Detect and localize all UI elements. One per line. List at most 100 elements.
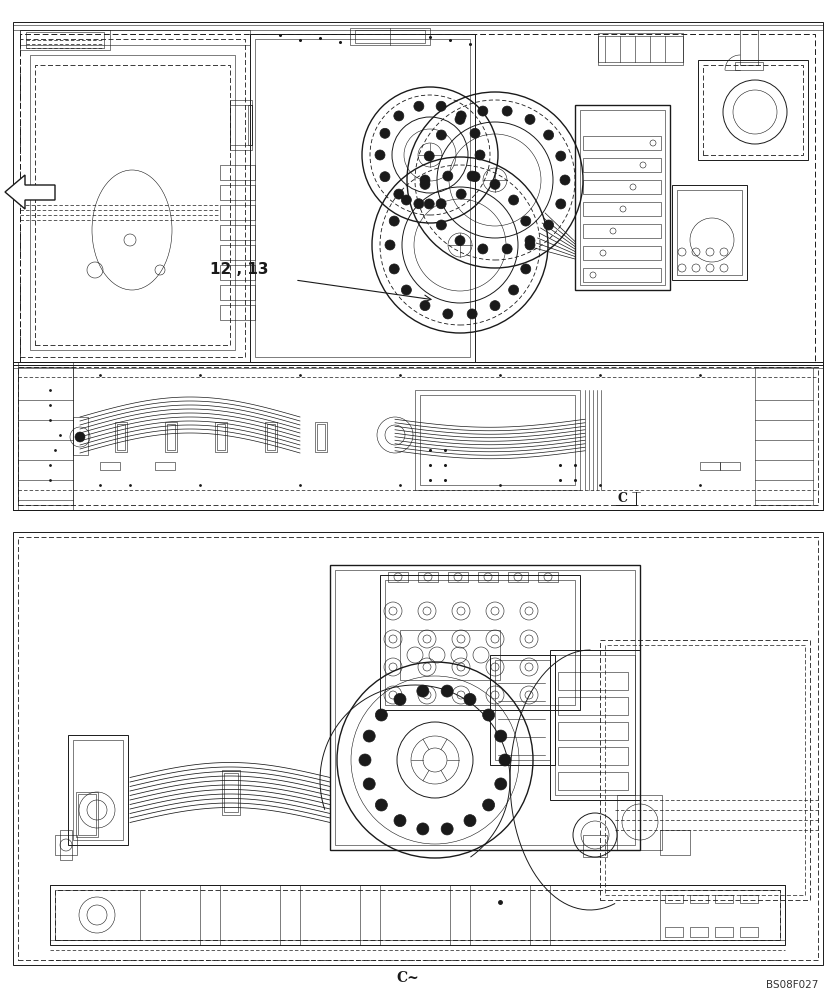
Bar	[18, 367, 818, 505]
Circle shape	[443, 171, 453, 181]
Bar	[335, 570, 635, 845]
Bar	[217, 424, 225, 450]
Bar	[558, 697, 628, 715]
Bar	[76, 792, 98, 837]
Bar	[280, 885, 300, 945]
Circle shape	[525, 240, 535, 250]
Circle shape	[455, 236, 465, 246]
Circle shape	[401, 285, 411, 295]
Bar	[360, 885, 380, 945]
Circle shape	[424, 199, 434, 209]
Bar	[558, 722, 628, 740]
Circle shape	[475, 150, 485, 160]
Circle shape	[467, 171, 477, 181]
Circle shape	[455, 114, 465, 124]
Circle shape	[525, 236, 535, 246]
Bar	[558, 672, 628, 690]
Bar	[73, 740, 123, 840]
Text: BS08F027: BS08F027	[766, 980, 818, 990]
Bar	[315, 422, 327, 452]
Bar	[508, 572, 528, 582]
Text: C: C	[617, 492, 627, 505]
Circle shape	[490, 179, 500, 189]
Bar	[55, 890, 140, 940]
Bar	[73, 417, 88, 455]
Circle shape	[456, 111, 466, 121]
Bar	[220, 245, 255, 260]
Bar	[448, 572, 468, 582]
Bar	[538, 572, 558, 582]
Bar	[13, 362, 823, 510]
Circle shape	[521, 264, 531, 274]
Bar	[230, 105, 252, 145]
Bar	[222, 770, 240, 815]
Bar	[715, 927, 733, 937]
Bar	[755, 367, 813, 505]
Bar	[720, 462, 740, 470]
Circle shape	[420, 301, 430, 311]
Bar	[490, 655, 555, 765]
Circle shape	[417, 685, 429, 697]
Bar	[230, 100, 252, 150]
Circle shape	[401, 195, 411, 205]
Circle shape	[363, 730, 375, 742]
Text: 12 , 13: 12 , 13	[210, 262, 268, 277]
Circle shape	[390, 216, 400, 226]
Bar	[665, 895, 683, 903]
Bar	[558, 772, 628, 790]
Bar	[20, 34, 815, 362]
Circle shape	[394, 189, 404, 199]
Bar	[703, 65, 803, 155]
Bar	[55, 890, 780, 940]
Circle shape	[470, 172, 480, 182]
Bar	[220, 165, 255, 180]
Bar	[255, 39, 470, 357]
Bar	[583, 202, 661, 216]
Bar	[672, 185, 747, 280]
Circle shape	[375, 709, 387, 721]
Circle shape	[375, 799, 387, 811]
Circle shape	[508, 195, 518, 205]
Bar	[583, 180, 661, 194]
Bar	[388, 572, 408, 582]
Circle shape	[464, 693, 476, 705]
Circle shape	[443, 309, 453, 319]
Bar	[330, 565, 640, 850]
Bar	[698, 60, 808, 160]
Bar	[450, 885, 470, 945]
Bar	[605, 645, 805, 895]
Bar	[200, 885, 220, 945]
Circle shape	[470, 128, 480, 138]
Bar	[155, 462, 175, 470]
Bar	[265, 422, 277, 452]
Bar	[18, 367, 73, 505]
Bar	[165, 422, 177, 452]
Polygon shape	[5, 175, 55, 209]
Circle shape	[456, 189, 466, 199]
Bar	[20, 30, 110, 50]
Circle shape	[390, 264, 400, 274]
Circle shape	[464, 815, 476, 827]
Bar	[690, 927, 708, 937]
Bar	[740, 927, 758, 937]
Bar	[583, 268, 661, 282]
Bar	[715, 895, 733, 903]
Bar	[68, 735, 128, 845]
Circle shape	[499, 754, 511, 766]
Circle shape	[490, 301, 500, 311]
Circle shape	[424, 151, 434, 161]
Circle shape	[556, 199, 566, 209]
Bar	[555, 655, 635, 795]
Bar	[224, 773, 238, 812]
Bar	[583, 835, 607, 857]
Bar	[478, 572, 498, 582]
Bar	[735, 62, 763, 70]
Bar	[420, 395, 575, 485]
Bar	[415, 390, 580, 490]
Circle shape	[75, 432, 85, 442]
Circle shape	[436, 220, 446, 230]
Circle shape	[502, 106, 512, 116]
Circle shape	[420, 175, 430, 185]
Circle shape	[441, 685, 453, 697]
Bar	[100, 462, 120, 470]
